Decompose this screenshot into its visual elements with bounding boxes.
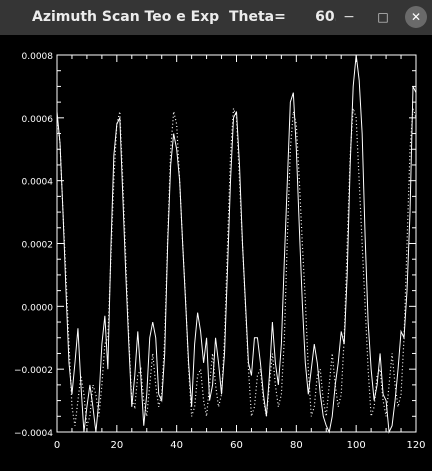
window-title: Azimuth Scan Teo e Exp Theta= 60.0000	[32, 9, 336, 25]
x-tick-label: 40	[170, 440, 183, 451]
maximize-button[interactable]: □	[372, 6, 394, 28]
data-series	[56, 54, 417, 434]
y-tick-label: 0.0002	[22, 241, 54, 251]
x-tick-label: 120	[406, 440, 425, 451]
title-bar[interactable]: Azimuth Scan Teo e Exp Theta= 60.0000 − …	[0, 0, 432, 35]
y-tick-label: 0.0000	[22, 303, 54, 313]
experimental-series-line	[56, 54, 417, 434]
y-tick-label: 0.0008	[22, 52, 54, 62]
plot-area: 0 20 40 60 80 100 120 −0.0004 −0.0002 0.0000 0.000…	[0, 35, 432, 467]
axis-tick-labels: 0 20 40 60 80 100 120 −0.0004 −0.0002 0.0000 0.000…	[14, 52, 426, 451]
y-tick-label: −0.0004	[14, 429, 53, 439]
axis-ticks	[56, 54, 417, 433]
theoretical-series-line	[56, 108, 417, 426]
minimize-button[interactable]: −	[338, 6, 360, 28]
close-icon: ✕	[410, 10, 422, 24]
x-tick-label: 80	[290, 440, 303, 451]
y-tick-label: 0.0004	[22, 178, 54, 188]
y-tick-label: 0.0006	[22, 115, 54, 125]
minimize-icon: −	[343, 9, 355, 25]
azimuth-scan-chart: 0 20 40 60 80 100 120 −0.0004 −0.0002 0.0000 0.000…	[0, 35, 432, 467]
x-tick-label: 100	[347, 440, 366, 451]
y-tick-label: −0.0002	[14, 366, 53, 376]
x-tick-label: 0	[54, 440, 60, 451]
close-button[interactable]: ✕	[405, 6, 427, 28]
chart-background	[0, 35, 432, 467]
x-tick-label: 60	[230, 440, 243, 451]
x-tick-label: 20	[110, 440, 123, 451]
maximize-icon: □	[377, 10, 389, 24]
